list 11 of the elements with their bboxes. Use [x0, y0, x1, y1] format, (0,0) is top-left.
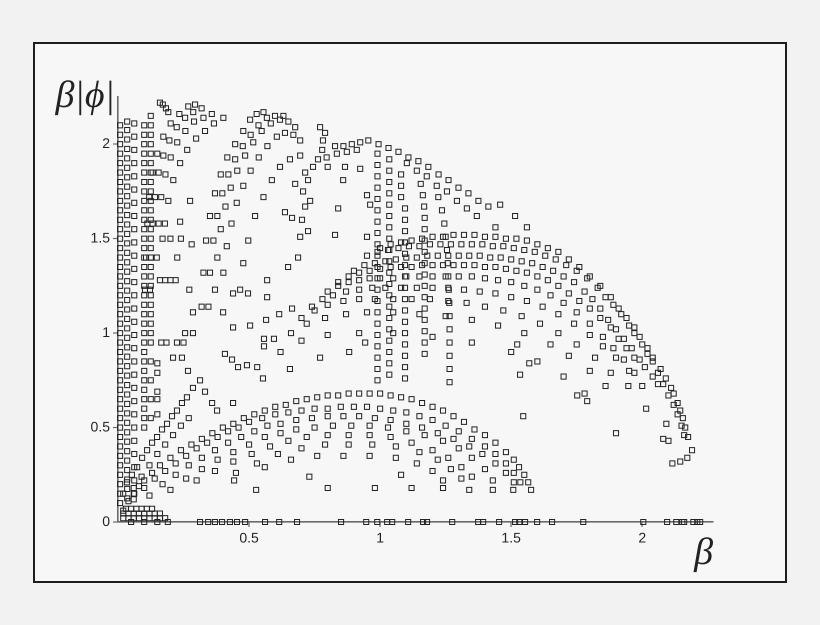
x-tick-label: 1: [376, 529, 384, 546]
x-axis-title: β: [693, 531, 714, 573]
y-axis-title: β|ϕ|: [54, 74, 115, 116]
x-tick-label: 0.5: [239, 529, 259, 546]
x-tick-label: 1.5: [501, 529, 522, 546]
x-tick-label: 2: [638, 529, 646, 546]
y-tick-label: 1.5: [90, 230, 110, 246]
y-tick-label: 0: [102, 512, 110, 529]
y-tick-label: 2: [102, 135, 110, 152]
y-tick-label: 1: [102, 324, 110, 340]
y-tick-label: 0.5: [90, 418, 110, 434]
